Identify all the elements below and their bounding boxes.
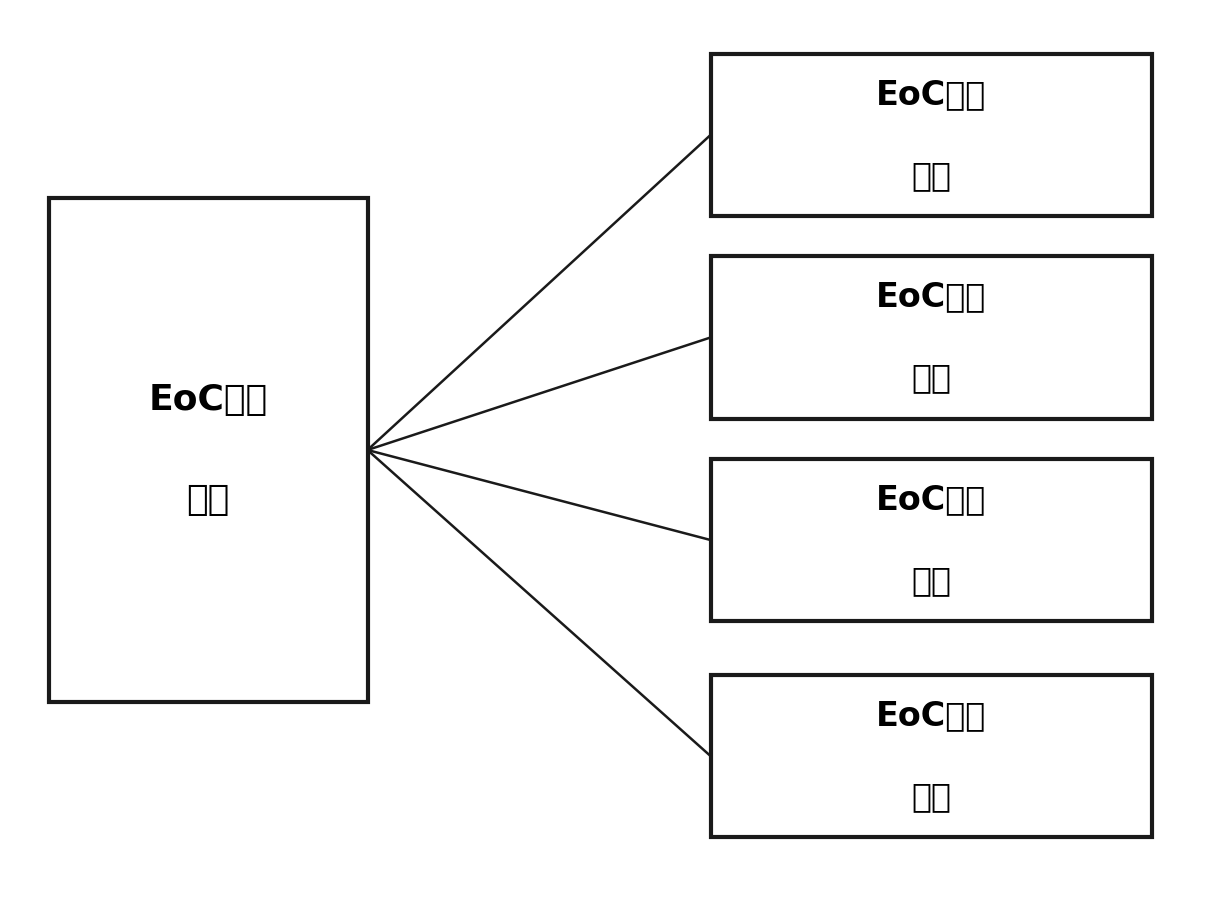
Bar (710, 459, 1152, 621)
Text: 设备: 设备 (911, 564, 951, 597)
Bar (710, 675, 1152, 837)
Text: EoC终端: EoC终端 (876, 699, 986, 732)
Text: EoC终端: EoC终端 (876, 483, 986, 516)
Text: EoC终端: EoC终端 (876, 281, 986, 313)
Text: 设备: 设备 (911, 362, 951, 394)
Bar (710, 256, 1152, 419)
Text: EoC头端: EoC头端 (148, 383, 268, 418)
Text: 设备: 设备 (186, 482, 230, 517)
Text: EoC终端: EoC终端 (876, 78, 986, 111)
Bar (49, 198, 368, 702)
Text: 设备: 设备 (911, 159, 951, 192)
Text: 设备: 设备 (911, 780, 951, 813)
Bar (710, 54, 1152, 216)
